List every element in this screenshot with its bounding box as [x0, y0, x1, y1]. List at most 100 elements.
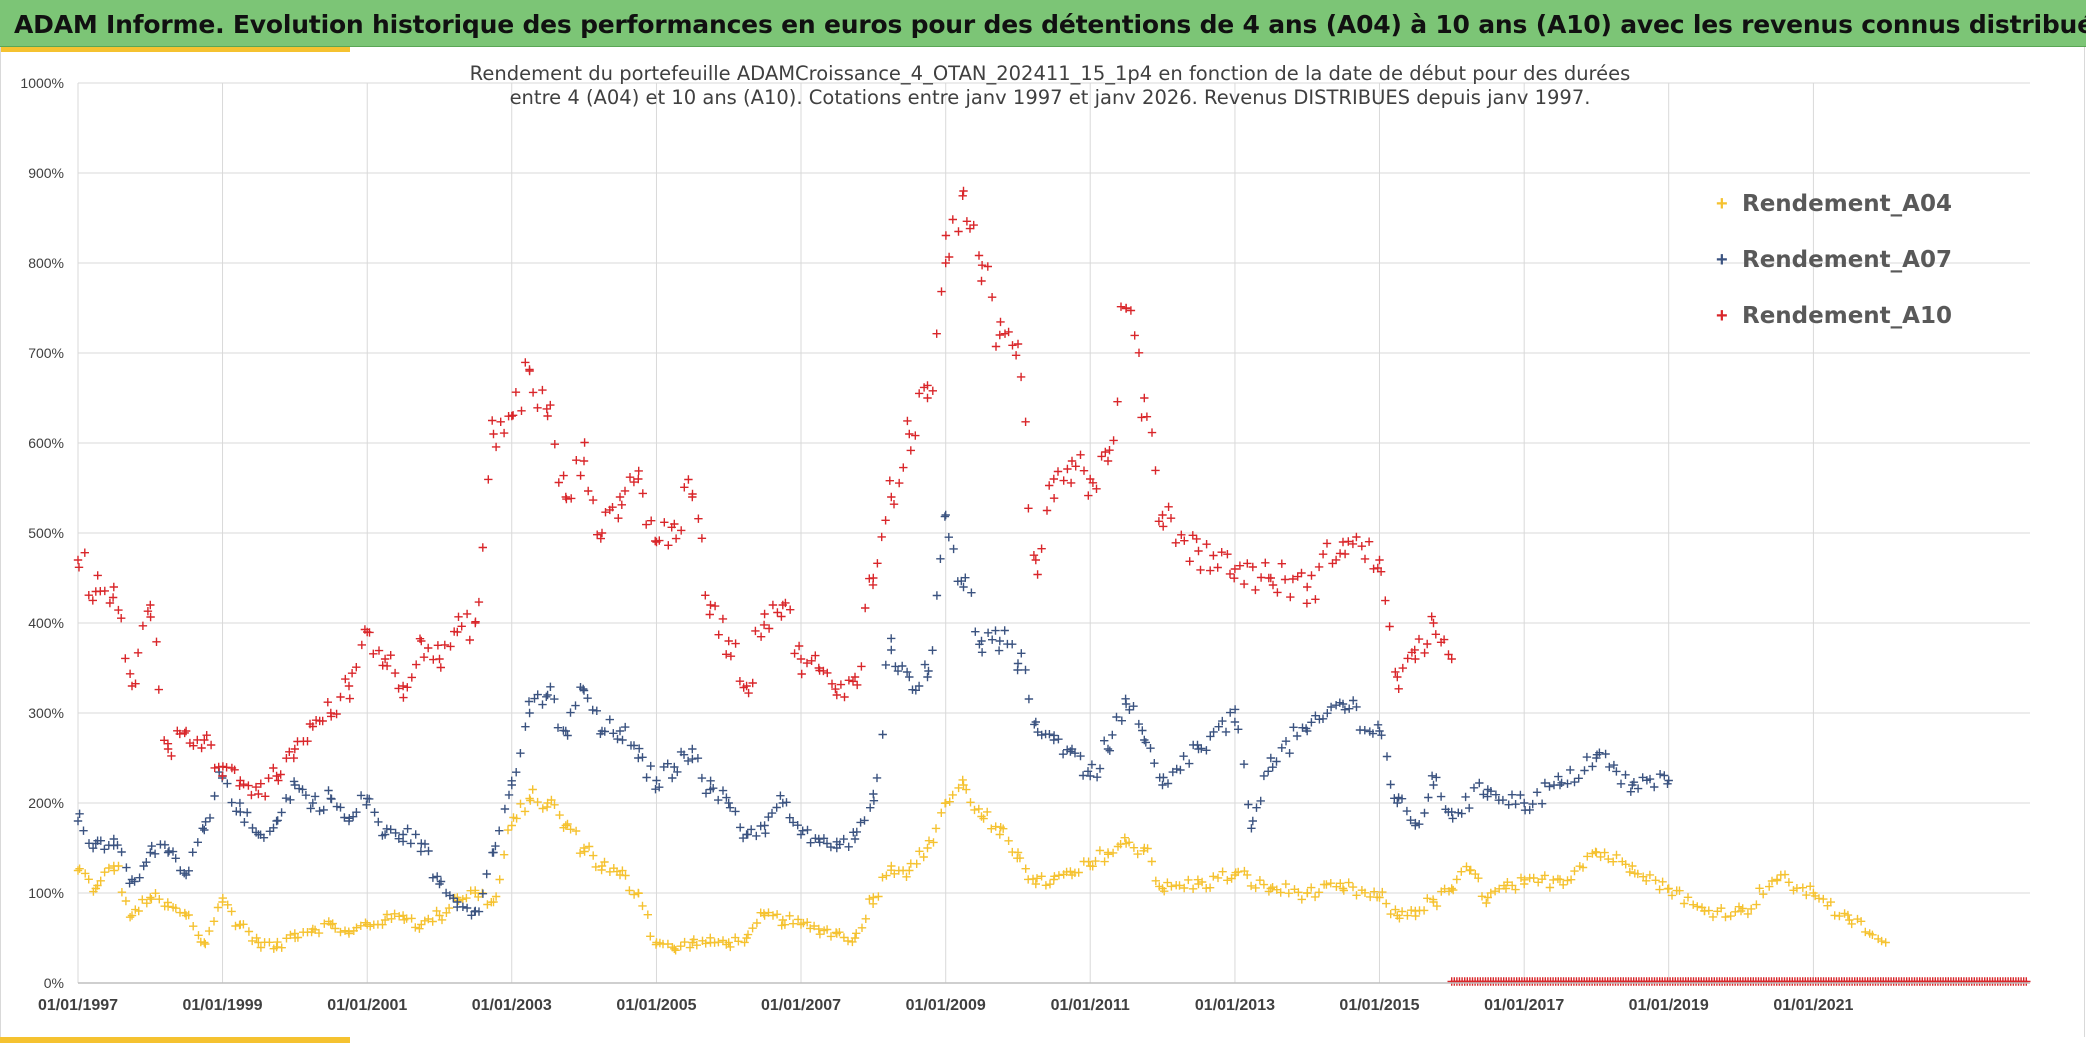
- data-point: [1427, 612, 1436, 621]
- data-point: [398, 681, 408, 691]
- chart-frame: [0, 47, 2085, 1037]
- data-point: [1427, 771, 1437, 780]
- series-Rendement_A07: [73, 510, 1673, 920]
- data-point: [1717, 904, 1726, 913]
- data-point: [1826, 897, 1835, 907]
- data-point: [1180, 883, 1189, 893]
- data-point: [100, 845, 109, 854]
- data-point: [1432, 773, 1441, 782]
- data-point: [589, 851, 598, 860]
- data-point: [1609, 760, 1619, 770]
- data-point: [1217, 548, 1226, 557]
- data-point: [1391, 667, 1400, 677]
- data-point: [1129, 702, 1138, 711]
- data-point: [929, 838, 938, 847]
- accent-bar-bottom: [0, 1037, 350, 1043]
- data-point: [1202, 746, 1211, 755]
- data-point: [1881, 938, 1890, 947]
- data-point: [386, 825, 395, 834]
- data-point: [511, 388, 521, 397]
- data-point: [206, 740, 216, 750]
- data-point: [1171, 538, 1180, 547]
- data-point: [1015, 853, 1025, 863]
- x-tick-label: 01/01/1999: [182, 997, 262, 1014]
- data-point: [1252, 803, 1261, 812]
- data-point: [151, 889, 160, 898]
- data-point: [1066, 478, 1076, 488]
- legend-item-a04: + Rendement_A04: [1716, 176, 1952, 232]
- data-point: [561, 821, 570, 830]
- y-tick-label: 0%: [44, 975, 64, 991]
- data-point: [1482, 898, 1491, 908]
- data-point: [1042, 506, 1052, 515]
- data-point: [184, 910, 193, 920]
- data-point: [1004, 836, 1013, 845]
- data-point: [701, 939, 710, 948]
- data-point: [987, 824, 996, 833]
- data-point: [1407, 906, 1416, 915]
- data-point: [412, 660, 421, 669]
- data-point: [1277, 743, 1286, 752]
- data-point: [1021, 665, 1030, 675]
- data-point: [387, 914, 396, 923]
- data-point: [1516, 873, 1526, 882]
- data-point: [647, 516, 656, 525]
- data-point: [239, 920, 248, 929]
- data-point: [495, 875, 504, 884]
- data-point: [1364, 537, 1374, 546]
- data-point: [1302, 599, 1312, 608]
- data-point: [1475, 778, 1484, 788]
- data-point: [80, 548, 89, 557]
- data-point: [138, 895, 147, 904]
- data-point: [597, 865, 606, 875]
- data-point: [336, 927, 345, 937]
- data-point: [341, 674, 350, 684]
- data-point: [458, 902, 468, 911]
- data-point: [977, 276, 986, 286]
- data-point: [977, 261, 987, 270]
- data-point: [1297, 895, 1306, 904]
- data-point: [776, 791, 785, 800]
- data-point: [348, 812, 358, 821]
- data-point: [1667, 891, 1677, 900]
- data-point: [1368, 729, 1378, 738]
- data-point: [1225, 569, 1235, 579]
- data-point: [1411, 654, 1420, 664]
- data-point: [1612, 767, 1621, 776]
- data-point: [1528, 799, 1537, 809]
- data-point: [378, 831, 387, 840]
- data-point: [689, 935, 698, 944]
- data-point: [163, 898, 172, 907]
- data-point: [1076, 751, 1085, 761]
- data-point: [1288, 574, 1298, 584]
- data-point: [811, 834, 820, 843]
- data-point: [155, 895, 164, 904]
- data-point: [1150, 759, 1159, 768]
- chart-title-line-1: Rendement du portefeuille ADAMCroissance…: [469, 62, 1631, 85]
- data-point: [143, 607, 153, 616]
- data-point: [1071, 462, 1080, 471]
- page-title: ADAM Informe. Evolution historique des p…: [14, 10, 2086, 39]
- data-point: [920, 660, 930, 669]
- data-point: [1188, 531, 1197, 540]
- x-tick-label: 01/01/2019: [1629, 997, 1709, 1014]
- data-point: [898, 866, 908, 875]
- data-point: [905, 429, 914, 439]
- data-point: [499, 850, 509, 859]
- data-point: [269, 763, 278, 773]
- data-point: [525, 365, 534, 374]
- data-point: [881, 660, 890, 670]
- data-point: [944, 533, 953, 542]
- y-tick-label: 800%: [28, 255, 64, 271]
- data-point: [209, 917, 219, 926]
- data-point: [1045, 730, 1054, 739]
- data-point: [1798, 883, 1807, 892]
- data-point: [914, 681, 924, 691]
- data-point: [1806, 882, 1815, 891]
- data-point: [1100, 857, 1109, 866]
- data-point: [184, 866, 193, 875]
- data-point: [1037, 872, 1046, 881]
- data-point: [277, 943, 286, 952]
- data-point: [710, 601, 720, 611]
- data-point: [1045, 880, 1055, 889]
